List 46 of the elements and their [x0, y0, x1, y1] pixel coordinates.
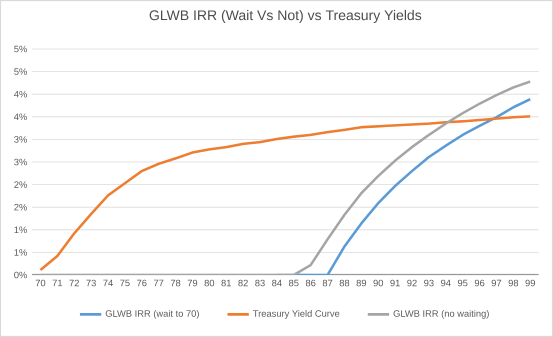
x-tick-label: 76	[137, 280, 147, 286]
x-tick-label: 95	[458, 280, 468, 286]
y-tick-label: 2%	[14, 181, 27, 188]
x-tick-label: 92	[407, 280, 417, 286]
x-tick-label: 93	[424, 280, 434, 286]
x-tick-label: 71	[52, 280, 62, 286]
x-tick-label: 77	[154, 280, 164, 286]
y-tick-label: 2%	[14, 204, 27, 210]
x-tick-label: 79	[188, 280, 198, 286]
x-tick-label: 73	[86, 280, 96, 286]
x-tick-label: 87	[322, 280, 332, 286]
x-tick-label: 98	[508, 280, 518, 286]
x-tick-label: 90	[373, 280, 384, 286]
x-tick-label: 97	[492, 280, 502, 286]
y-tick-label: 3%	[14, 158, 27, 166]
x-tick-label: 78	[170, 280, 180, 286]
y-tick-label: 0%	[14, 272, 27, 278]
x-tick-label: 75	[120, 280, 130, 286]
y-tick-label: 1%	[14, 249, 27, 256]
chart-title: GLWB IRR (Wait Vs Not) vs Treasury Yields	[150, 10, 422, 23]
x-tick-label: 82	[238, 280, 248, 286]
x-tick-label: 99	[525, 280, 535, 286]
x-tick-label: 80	[204, 280, 214, 286]
x-tick-label: 74	[103, 280, 113, 286]
y-tick-label: 3%	[14, 136, 27, 143]
x-tick-label: 91	[390, 280, 400, 286]
x-tick-label: 83	[255, 280, 265, 286]
y-tick-label: 4%	[14, 114, 27, 120]
y-tick-label: 5%	[14, 68, 27, 75]
x-tick-label: 88	[340, 280, 350, 286]
y-tick-label: 1%	[14, 226, 27, 234]
legend-label: Treasury Yield Curve	[253, 310, 340, 319]
x-tick-label: 85	[288, 280, 299, 286]
x-tick-label: 89	[356, 280, 366, 286]
legend-label: GLWB IRR (wait to 70)	[106, 310, 199, 319]
y-tick-label: 5%	[14, 46, 27, 52]
x-tick-label: 94	[441, 280, 451, 286]
y-tick-label: 4%	[14, 90, 27, 98]
x-tick-label: 86	[306, 280, 316, 286]
x-tick-label: 81	[221, 280, 231, 286]
legend-label: GLWB IRR (no waiting)	[394, 310, 489, 319]
x-tick-label: 96	[474, 280, 484, 286]
x-tick-label: 84	[272, 280, 282, 286]
x-tick-label: 72	[70, 280, 79, 286]
x-tick-label: 70	[36, 280, 46, 286]
line-series	[39, 115, 532, 272]
